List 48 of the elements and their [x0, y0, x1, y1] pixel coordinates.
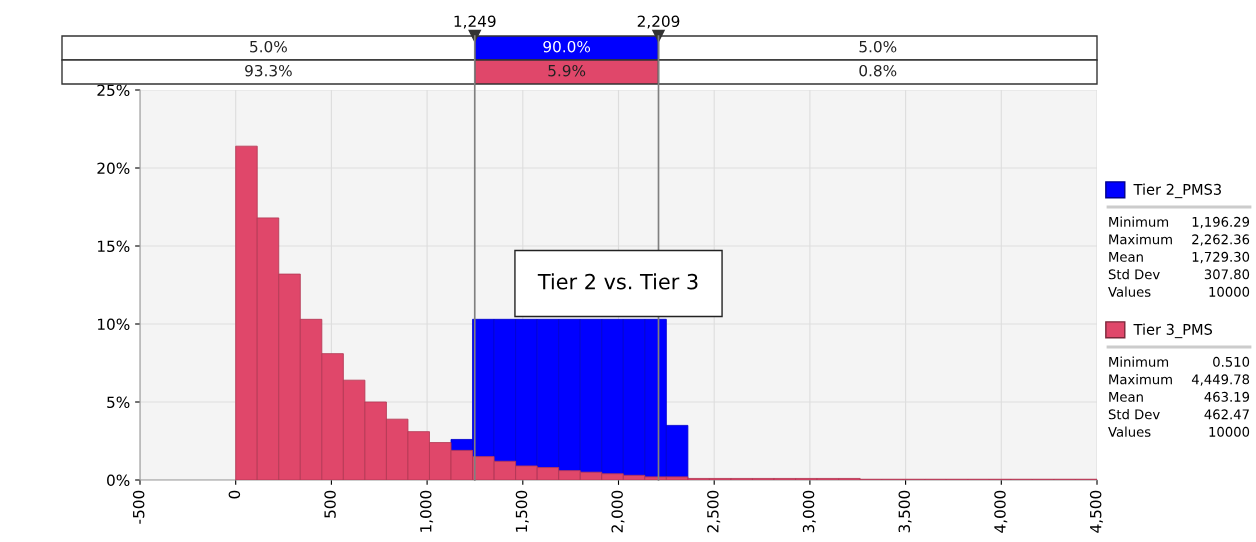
- x-tick-label: 3,500: [898, 490, 912, 533]
- x-tick-label: 0: [228, 490, 241, 499]
- x-tick-label: 2,000: [611, 490, 625, 533]
- legend-label: Tier 3_PMS: [1133, 323, 1213, 339]
- text: Maximum: [1109, 374, 1172, 385]
- y-tick-label: 0%: [107, 474, 130, 487]
- text: Maximum: [1109, 234, 1172, 245]
- y-tick-label: 25%: [97, 84, 130, 97]
- text: 5.0%: [859, 40, 897, 53]
- x-tick-label: 3,000: [802, 490, 816, 533]
- text: 5.9%: [548, 64, 586, 77]
- text: 307.80: [1204, 269, 1250, 280]
- text: 93.3%: [245, 64, 292, 77]
- x-tick-label: 4,500: [1089, 490, 1103, 533]
- x-tick-label: -500: [132, 490, 145, 524]
- ref-line-label: 2,209: [637, 15, 680, 29]
- y-tick-label: 5%: [107, 396, 130, 409]
- y-tick-label: 20%: [97, 162, 130, 175]
- legend-label: Tier 2_PMS3: [1133, 183, 1221, 199]
- text: 462.47: [1204, 409, 1249, 420]
- x-tick-label: 4,000: [994, 490, 1008, 533]
- text: 1,729.30: [1192, 251, 1250, 264]
- text: Values: [1108, 426, 1151, 437]
- text: Values: [1108, 286, 1151, 297]
- text: Mean: [1109, 392, 1143, 402]
- text: 90.0%: [543, 40, 591, 53]
- text: Mean: [1109, 252, 1143, 262]
- text: Std Dev: [1108, 409, 1160, 420]
- text: 0.510: [1213, 356, 1250, 367]
- y-tick-label: 15%: [98, 240, 130, 253]
- ref-line-label: 1,249: [454, 15, 496, 29]
- x-tick-label: 1,500: [515, 490, 529, 532]
- text: 10000: [1209, 286, 1250, 297]
- x-tick-label: 500: [324, 490, 336, 518]
- text: 5.0%: [250, 40, 287, 53]
- text: 10000: [1209, 426, 1250, 437]
- text: 4,449.78: [1191, 374, 1250, 386]
- x-tick-label: 1,000: [419, 490, 434, 532]
- text: 1,196.29: [1192, 216, 1250, 229]
- text: 463.19: [1204, 391, 1250, 402]
- text: Minimum: [1109, 216, 1169, 227]
- text: 2,262.36: [1192, 234, 1250, 246]
- text: 0.8%: [859, 64, 897, 77]
- text: Minimum: [1109, 356, 1169, 367]
- x-tick-label: 2,500: [707, 490, 721, 533]
- y-tick-label: 10%: [98, 318, 130, 331]
- text: Tier 2 vs. Tier 3: [537, 273, 698, 290]
- text: Std Dev: [1108, 269, 1160, 280]
